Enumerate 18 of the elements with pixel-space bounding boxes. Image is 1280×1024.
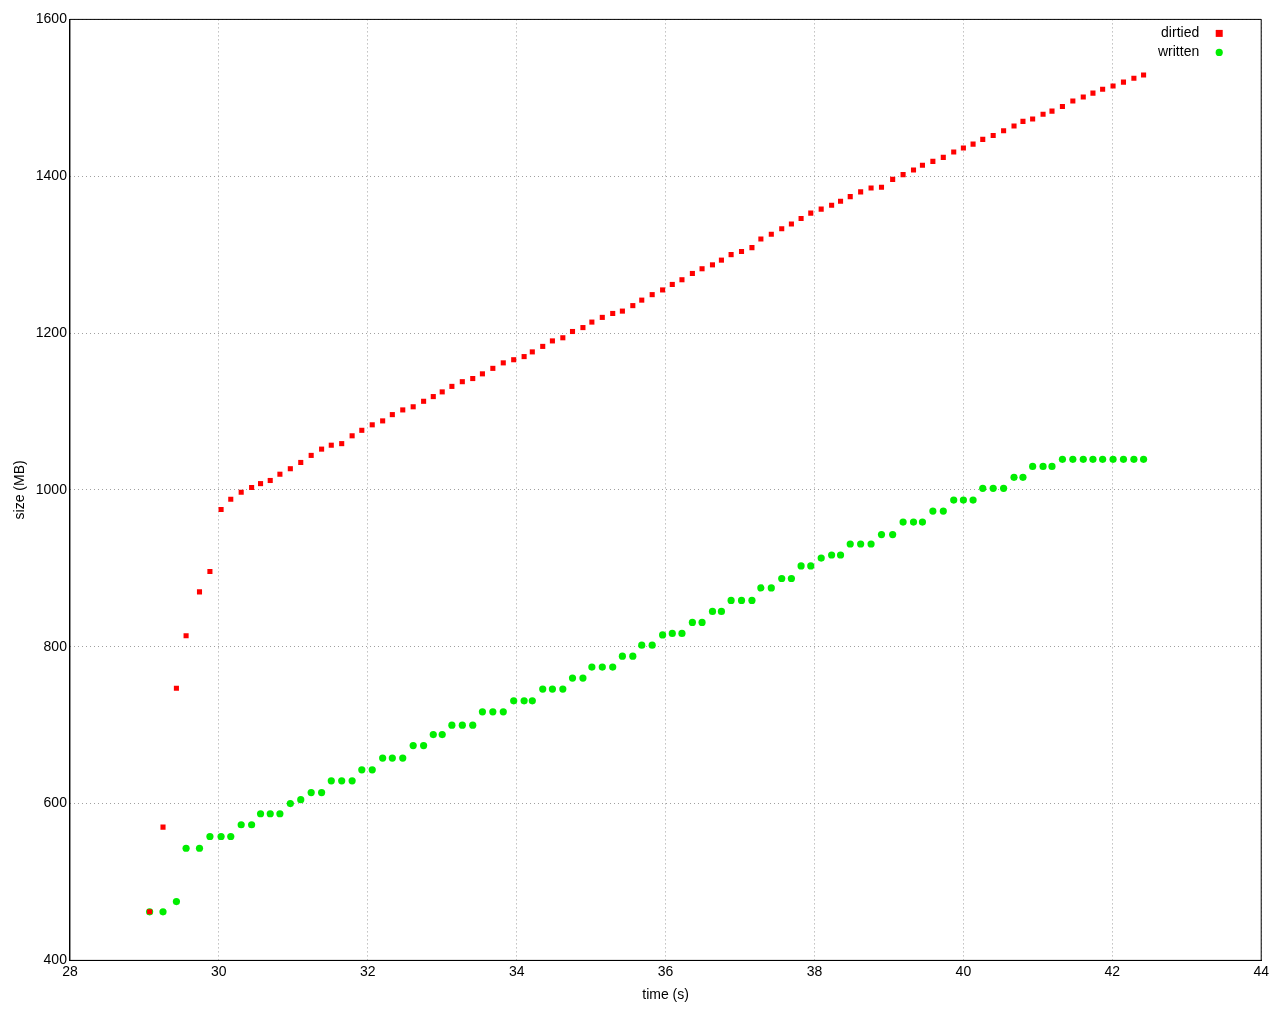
x-tick-label: 38 — [806, 962, 823, 979]
y-tick-label: 1400 — [35, 167, 68, 184]
y-tick-label: 600 — [43, 794, 68, 811]
y-tick-label: 1200 — [35, 323, 68, 340]
y-tick-label: 1000 — [35, 480, 68, 497]
x-tick-label: 34 — [508, 962, 525, 979]
legend-label: written — [1156, 43, 1200, 60]
x-tick-label: 32 — [359, 962, 376, 979]
x-tick-label: 30 — [211, 962, 227, 979]
x-axis-title: time (s) — [642, 986, 689, 1003]
y-axis-title: size (MB) — [11, 460, 28, 520]
x-tick-label: 40 — [955, 962, 972, 979]
x-tick-label: 42 — [1104, 962, 1121, 979]
y-tick-label: 1600 — [35, 10, 68, 27]
legend-label: dirtied — [1161, 24, 1200, 41]
x-tick-label: 36 — [657, 962, 674, 979]
x-tick-label: 44 — [1253, 962, 1270, 979]
y-tick-label: 800 — [43, 637, 68, 654]
